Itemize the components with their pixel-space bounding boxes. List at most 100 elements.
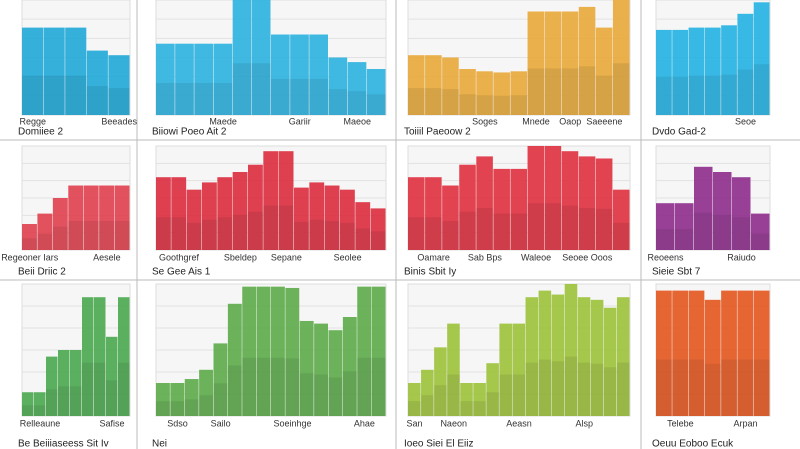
- bar-shade: [425, 217, 442, 250]
- bar-shade: [108, 88, 130, 115]
- bar-shade: [202, 219, 217, 250]
- x-tick-label: Ahae: [354, 418, 375, 428]
- bar: [242, 286, 257, 416]
- bar-shade: [612, 222, 630, 250]
- bar: [22, 224, 37, 250]
- bar-shade: [688, 75, 705, 115]
- bar-shade: [186, 222, 202, 250]
- bar-shade: [672, 359, 689, 416]
- bar-shade: [271, 357, 285, 416]
- x-tick-label: Waleoe: [521, 252, 551, 262]
- bar: [564, 284, 578, 416]
- bar-shade: [242, 357, 257, 416]
- bar: [672, 29, 689, 115]
- bar-shade: [22, 405, 34, 416]
- bar-shade: [527, 68, 545, 115]
- bar: [578, 6, 596, 115]
- bar: [370, 208, 386, 250]
- bar-shade: [175, 82, 194, 115]
- bar: [99, 185, 115, 250]
- bar-shade: [694, 212, 713, 250]
- bar-shade: [309, 78, 328, 115]
- x-tick-label: Regge: [20, 116, 47, 126]
- bar-shade: [675, 228, 694, 250]
- bar: [347, 62, 367, 115]
- bar-shade: [538, 359, 552, 416]
- chart-title: Biiowi Poeo Ait 2: [152, 127, 227, 138]
- bar: [34, 392, 46, 416]
- bar-shade: [70, 386, 82, 416]
- bar: [328, 57, 348, 115]
- bar: [704, 27, 721, 116]
- x-tick-label: Sailo: [211, 418, 231, 428]
- bar: [527, 146, 545, 250]
- chart-title: Toiiil Paeoow 2: [404, 127, 471, 138]
- x-tick-label: San: [407, 418, 423, 428]
- bar: [232, 0, 252, 115]
- bar: [371, 286, 386, 416]
- x-tick-label: Soges: [472, 116, 498, 126]
- x-tick-label: Oamare: [417, 252, 450, 262]
- bar-shade: [217, 217, 233, 250]
- bar-shade: [486, 392, 499, 416]
- bar: [737, 290, 754, 416]
- bar: [525, 297, 539, 416]
- bar: [70, 350, 82, 416]
- x-tick-label: Aesele: [93, 252, 121, 262]
- bar: [713, 172, 732, 250]
- bar-shade: [544, 68, 562, 115]
- bar-shade: [672, 76, 689, 115]
- x-tick-label: Seoe: [735, 116, 756, 126]
- bar-shade: [408, 88, 425, 115]
- bar: [561, 151, 579, 250]
- bar: [232, 172, 248, 250]
- bar: [156, 43, 175, 116]
- x-tick-label: Alsp: [576, 418, 594, 428]
- bar: [194, 43, 213, 116]
- bar: [299, 320, 314, 416]
- bar: [271, 286, 285, 416]
- bar-shade: [94, 362, 106, 416]
- bar: [184, 379, 199, 416]
- bar-shade: [476, 95, 493, 115]
- bar-shade: [512, 374, 526, 416]
- bar: [86, 50, 108, 115]
- bar-shade: [476, 207, 493, 250]
- bar-shade: [595, 208, 613, 250]
- bar-shade: [194, 82, 213, 115]
- bar-shade: [46, 389, 58, 416]
- bar-shade: [421, 395, 434, 416]
- bar: [544, 11, 562, 115]
- bar-shade: [248, 211, 263, 250]
- bar: [688, 290, 705, 416]
- bar: [37, 213, 53, 250]
- bar: [590, 299, 604, 416]
- bar-shade: [324, 220, 340, 250]
- bar: [355, 202, 371, 250]
- bar-shade: [434, 385, 447, 416]
- bar: [314, 323, 328, 416]
- bar-shade: [156, 217, 171, 250]
- bar-shade: [355, 228, 371, 250]
- bar-shade: [184, 399, 199, 416]
- x-tick-label: Maeoe: [343, 116, 371, 126]
- bar-shade: [493, 95, 510, 115]
- x-tick-label: Arpan: [734, 418, 758, 428]
- bar-shade: [459, 94, 476, 115]
- bar-shade: [34, 405, 46, 416]
- bar-shade: [510, 95, 528, 115]
- bar: [578, 156, 596, 250]
- bar-shade: [156, 82, 175, 115]
- bar-shade: [737, 69, 754, 115]
- bar: [486, 363, 499, 416]
- bar-shade: [408, 401, 421, 416]
- x-tick-label: Regeoner Iars: [1, 252, 59, 262]
- bar: [213, 43, 233, 116]
- bar: [156, 177, 171, 250]
- bar-shade: [290, 78, 309, 115]
- x-tick-label: Beeades: [101, 116, 137, 126]
- bar: [595, 158, 613, 250]
- bar-shade: [656, 228, 675, 250]
- chart-title: Be Beiiiaseess Sit Iv: [18, 439, 109, 449]
- bar: [22, 27, 44, 116]
